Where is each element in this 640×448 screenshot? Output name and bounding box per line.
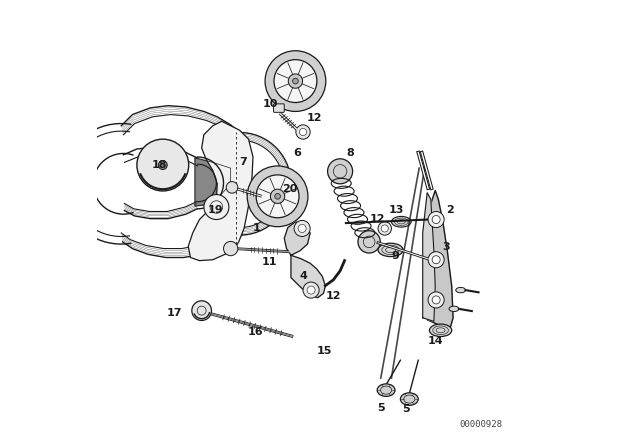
Text: 12: 12 [307,113,323,123]
Polygon shape [428,190,453,330]
Text: 3: 3 [442,242,450,252]
Text: 19: 19 [207,205,223,215]
Text: 11: 11 [261,257,277,267]
Text: 7: 7 [239,157,247,168]
Circle shape [428,252,444,268]
Polygon shape [423,193,435,321]
Circle shape [274,60,317,103]
Polygon shape [195,158,230,206]
Circle shape [256,175,299,218]
Text: 18: 18 [152,160,167,170]
Text: 6: 6 [293,148,301,159]
Circle shape [381,225,388,232]
Polygon shape [291,255,325,297]
Ellipse shape [429,324,452,336]
Text: 8: 8 [346,148,355,159]
FancyBboxPatch shape [273,104,284,112]
Ellipse shape [449,306,459,311]
Ellipse shape [456,288,465,293]
Text: 5: 5 [377,403,385,413]
Circle shape [226,181,238,193]
Text: 15: 15 [317,346,332,356]
Text: 14: 14 [428,336,443,346]
Circle shape [265,51,326,112]
Circle shape [428,292,444,308]
Circle shape [303,282,319,298]
Text: 1: 1 [253,224,260,233]
Text: 12: 12 [369,214,385,224]
Circle shape [300,129,307,136]
Circle shape [428,211,444,228]
Ellipse shape [392,216,411,227]
Ellipse shape [377,384,395,396]
Circle shape [358,231,380,253]
Text: 12: 12 [326,291,341,302]
Circle shape [378,222,392,235]
Circle shape [192,301,211,320]
Circle shape [294,220,310,237]
Circle shape [328,159,353,184]
Circle shape [292,78,298,84]
Circle shape [298,224,306,233]
Text: 10: 10 [262,99,278,109]
Circle shape [247,166,308,227]
Text: 5: 5 [402,405,410,414]
Circle shape [137,139,189,191]
Polygon shape [284,222,310,255]
Circle shape [223,241,238,256]
Text: 20: 20 [282,184,298,194]
Text: 13: 13 [389,205,404,215]
Circle shape [288,74,303,88]
Circle shape [275,194,280,199]
Circle shape [271,189,285,203]
Circle shape [432,256,440,264]
Text: 00000928: 00000928 [460,420,502,429]
Circle shape [307,286,315,294]
Ellipse shape [401,393,419,405]
Circle shape [158,160,167,169]
Circle shape [432,296,440,304]
Text: 17: 17 [167,308,182,319]
Circle shape [204,194,229,220]
Text: 2: 2 [445,205,453,215]
Text: 9: 9 [391,251,399,261]
Ellipse shape [378,243,403,257]
Polygon shape [188,121,253,261]
Text: 16: 16 [248,327,263,337]
Circle shape [296,125,310,139]
Circle shape [432,215,440,224]
Text: 4: 4 [299,271,307,281]
